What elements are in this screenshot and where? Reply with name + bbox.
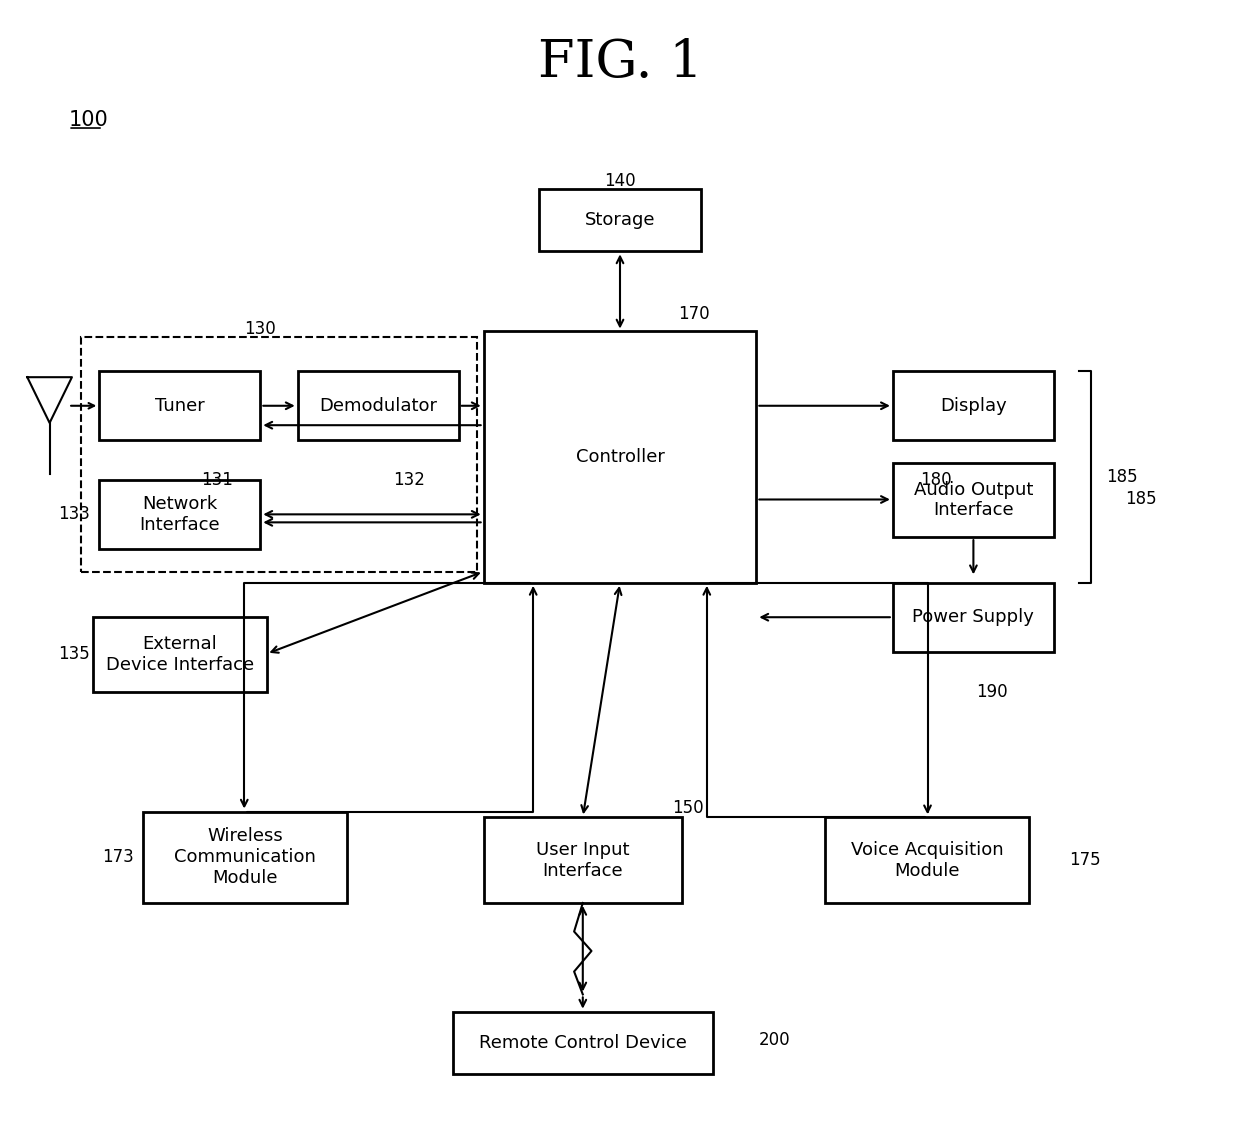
Text: 131: 131 <box>201 471 233 489</box>
Text: 175: 175 <box>1069 850 1101 869</box>
Text: Storage: Storage <box>585 211 655 229</box>
FancyBboxPatch shape <box>298 371 459 440</box>
Text: Controller: Controller <box>575 448 665 466</box>
Text: 132: 132 <box>393 471 425 489</box>
Text: 180: 180 <box>920 471 952 489</box>
Text: External
Device Interface: External Device Interface <box>105 636 254 673</box>
Text: 100: 100 <box>68 110 108 130</box>
Text: Network
Interface: Network Interface <box>139 495 221 534</box>
FancyBboxPatch shape <box>825 817 1029 903</box>
Text: Remote Control Device: Remote Control Device <box>479 1034 687 1052</box>
FancyBboxPatch shape <box>143 812 347 903</box>
Text: 140: 140 <box>604 171 636 190</box>
Text: 170: 170 <box>678 305 711 323</box>
FancyBboxPatch shape <box>99 371 260 440</box>
Text: Tuner: Tuner <box>155 397 205 415</box>
Text: 185: 185 <box>1125 490 1157 509</box>
FancyBboxPatch shape <box>453 1012 713 1074</box>
Text: Display: Display <box>940 397 1007 415</box>
Text: 200: 200 <box>759 1031 791 1049</box>
FancyBboxPatch shape <box>893 463 1054 537</box>
Text: Demodulator: Demodulator <box>319 397 438 415</box>
Text: Audio Output
Interface: Audio Output Interface <box>914 481 1033 519</box>
Text: 130: 130 <box>244 320 277 338</box>
Text: 185: 185 <box>1106 467 1138 486</box>
Text: 150: 150 <box>672 799 704 817</box>
FancyBboxPatch shape <box>99 480 260 549</box>
FancyBboxPatch shape <box>539 189 701 251</box>
FancyBboxPatch shape <box>484 817 682 903</box>
FancyBboxPatch shape <box>93 617 267 692</box>
Text: 135: 135 <box>58 645 91 663</box>
Text: 133: 133 <box>58 505 91 523</box>
Text: User Input
Interface: User Input Interface <box>536 841 630 879</box>
FancyBboxPatch shape <box>893 371 1054 440</box>
Text: 190: 190 <box>976 682 1008 701</box>
Text: Power Supply: Power Supply <box>913 608 1034 626</box>
Text: 173: 173 <box>102 848 134 866</box>
FancyBboxPatch shape <box>484 331 756 583</box>
Text: FIG. 1: FIG. 1 <box>538 38 702 88</box>
Text: Wireless
Communication
Module: Wireless Communication Module <box>174 828 316 887</box>
Text: Voice Acquisition
Module: Voice Acquisition Module <box>851 841 1003 879</box>
FancyBboxPatch shape <box>893 583 1054 652</box>
